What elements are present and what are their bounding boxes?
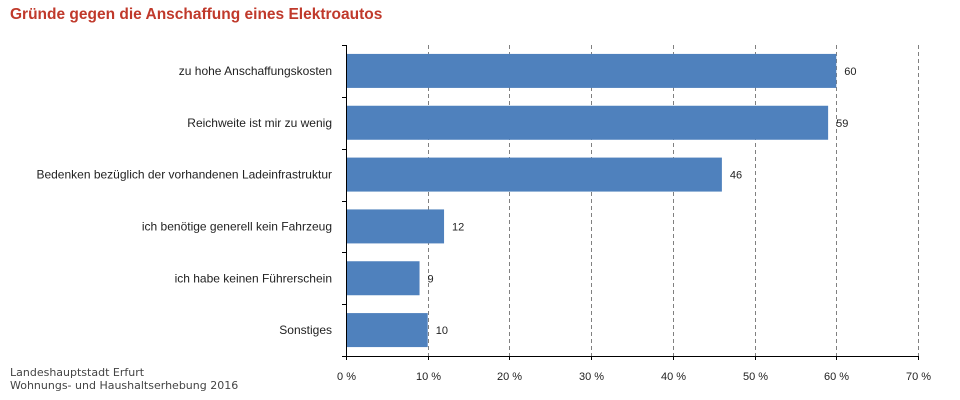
category-label: Bedenken bezüglich der vorhandenen Ladei… xyxy=(36,168,332,182)
x-tick-label: 0 % xyxy=(337,371,356,383)
x-tick-label: 30 % xyxy=(579,371,604,383)
data-label: 60 xyxy=(844,66,856,78)
axes xyxy=(342,45,919,360)
data-label: 59 xyxy=(836,118,848,130)
x-tick-label: 40 % xyxy=(661,371,686,383)
data-label: 12 xyxy=(452,221,464,233)
data-label: 9 xyxy=(428,273,434,285)
grid-lines xyxy=(428,45,919,356)
source-line-2: Wohnungs- und Haushaltserhebung 2016 xyxy=(10,379,239,392)
x-tick-label: 70 % xyxy=(906,371,931,383)
bar xyxy=(347,209,445,244)
category-label: ich habe keinen Führerschein xyxy=(175,271,332,285)
bar xyxy=(347,105,829,140)
data-label: 46 xyxy=(730,170,742,182)
data-label: 10 xyxy=(436,325,448,337)
x-tick-label: 50 % xyxy=(743,371,768,383)
labels: 0 % 10 % 20 % 30 % 40 % 50 % 60 % 70 % zu hohe A… xyxy=(36,64,931,383)
bars xyxy=(347,53,837,348)
category-label: zu hohe Anschaffungskosten xyxy=(179,64,332,78)
source-note: Landeshauptstadt Erfurt Wohnungs- und Ha… xyxy=(10,366,238,392)
x-tick-label: 60 % xyxy=(824,371,849,383)
bar xyxy=(347,261,420,296)
bar xyxy=(347,157,722,192)
category-label: Reichweite ist mir zu wenig xyxy=(187,116,332,130)
x-tick-label: 10 % xyxy=(416,371,441,383)
bar xyxy=(347,53,837,88)
source-line-1: Landeshauptstadt Erfurt xyxy=(10,366,145,379)
category-label: Sonstiges xyxy=(279,323,332,337)
bar xyxy=(347,313,428,348)
category-label: ich benötige generell kein Fahrzeug xyxy=(142,219,332,233)
x-tick-label: 20 % xyxy=(497,371,522,383)
chart-title: Gründe gegen die Anschaffung eines Elekt… xyxy=(10,6,383,23)
